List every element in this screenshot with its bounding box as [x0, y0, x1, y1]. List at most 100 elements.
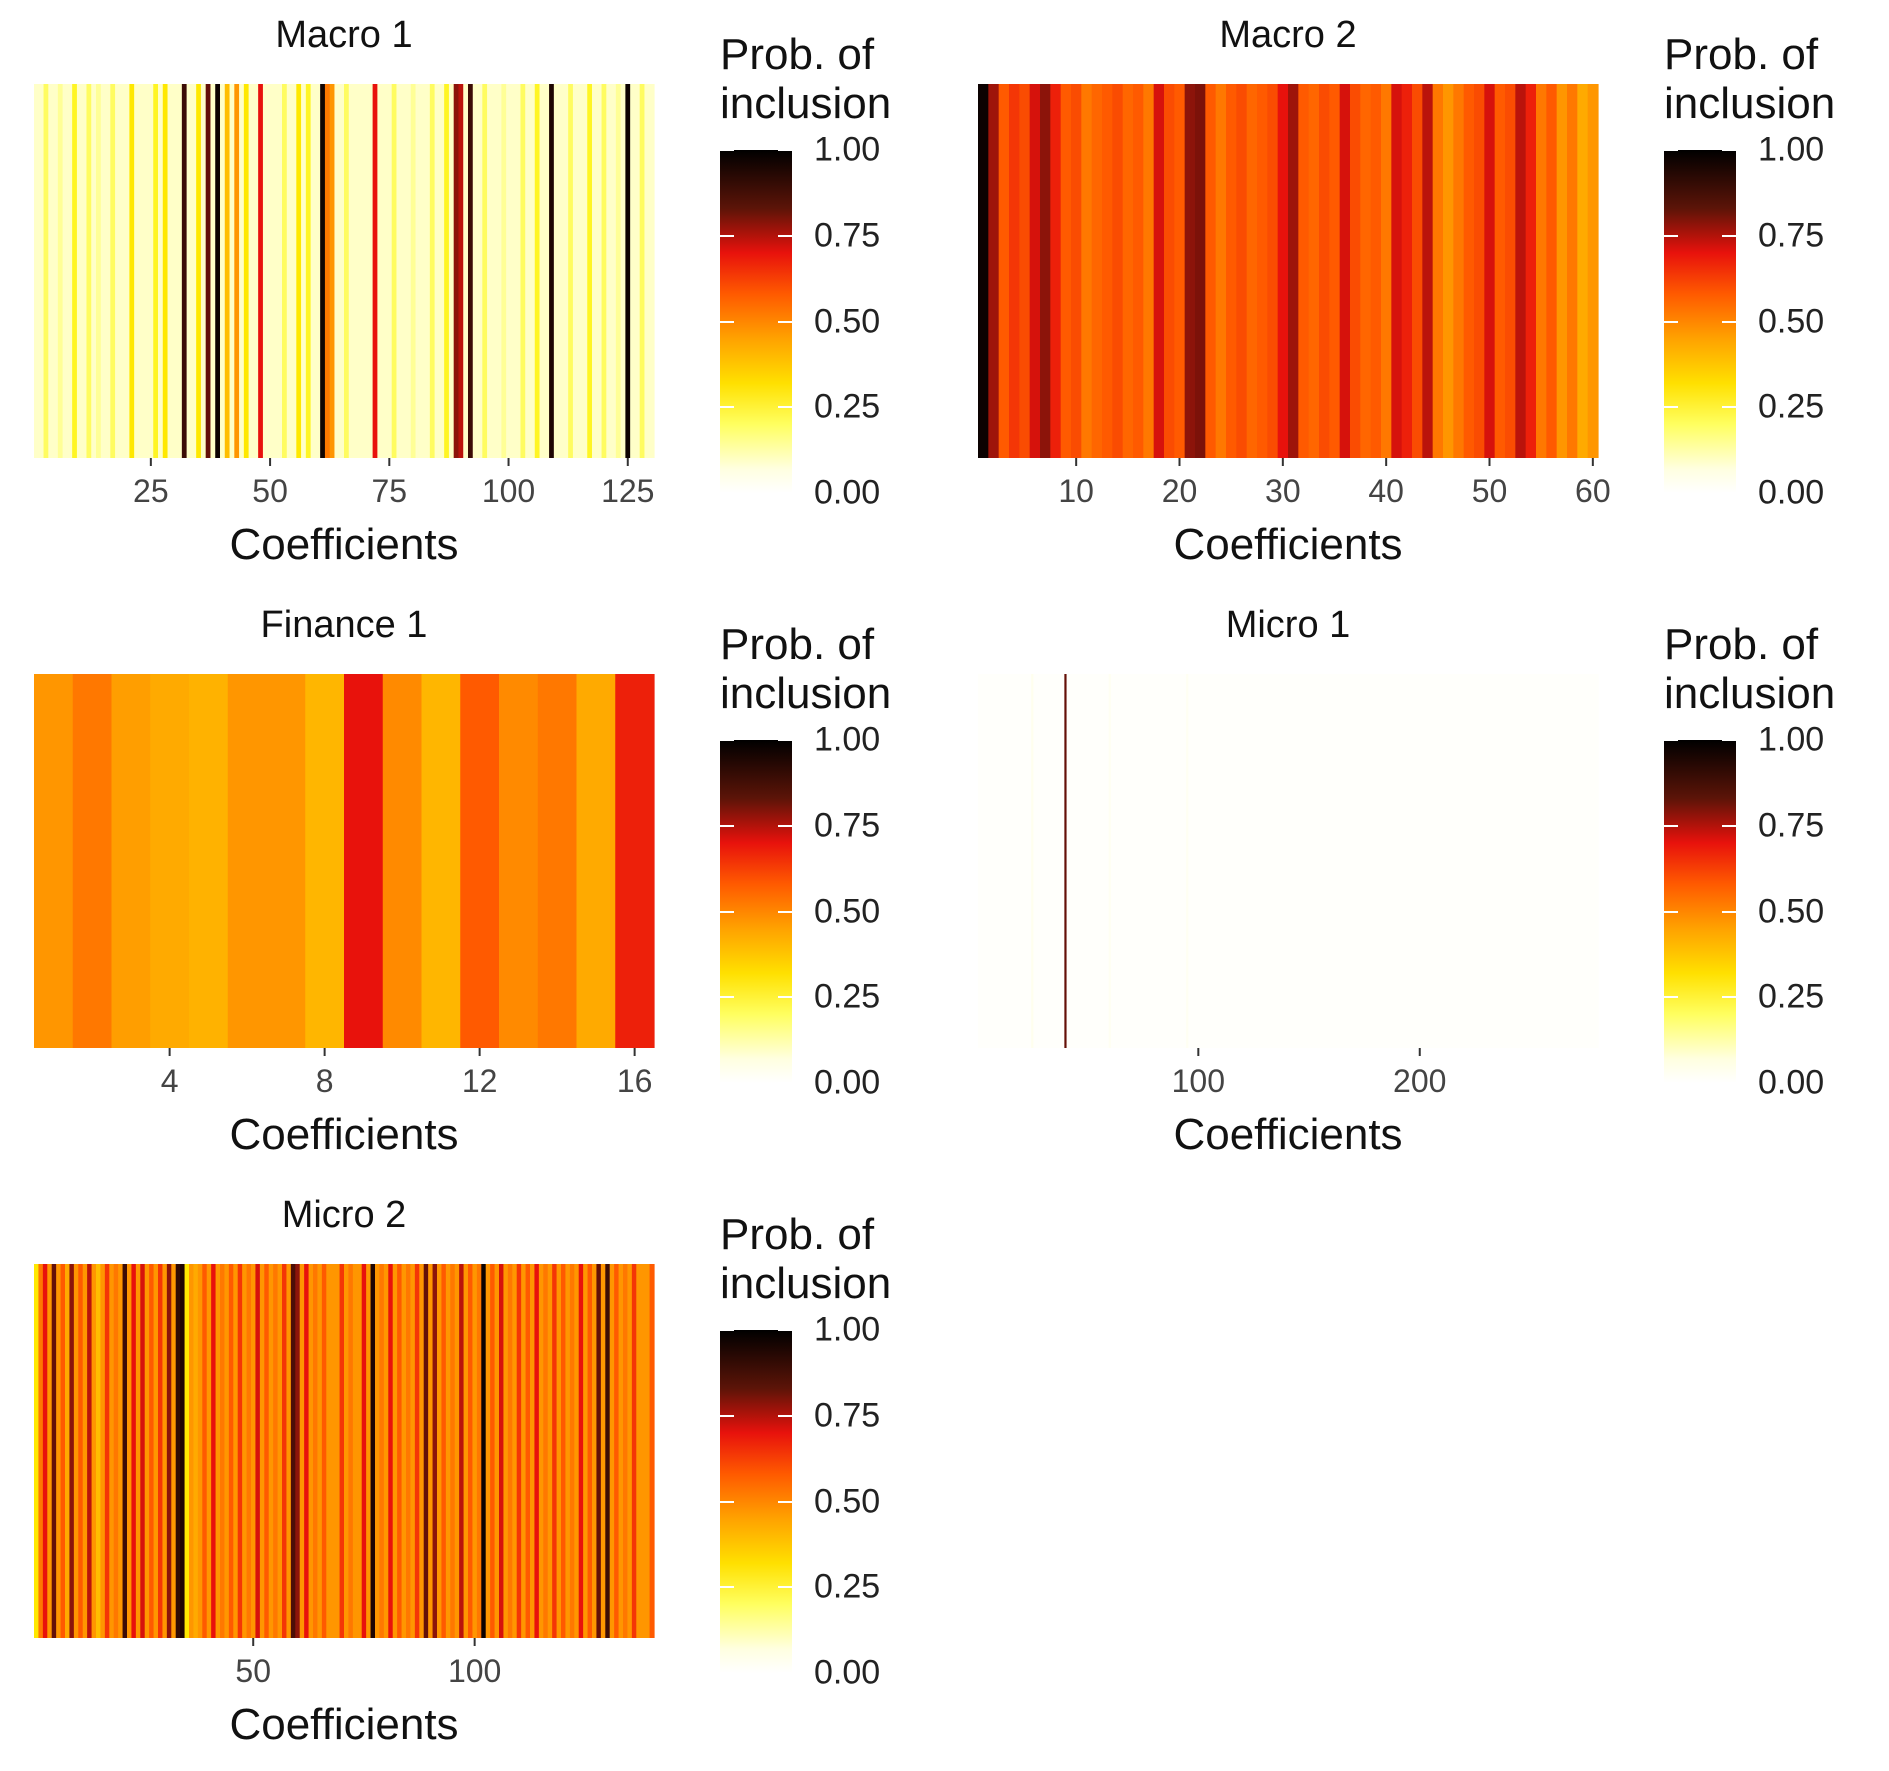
heatmap-tile — [1259, 674, 1263, 1048]
heatmap-tile — [1540, 674, 1544, 1048]
heatmap-tile — [150, 674, 190, 1048]
heatmap-tile — [158, 84, 164, 458]
heatmap-tile — [1026, 674, 1030, 1048]
legend-tick — [1664, 910, 1678, 913]
heatmap-tile — [631, 1264, 637, 1638]
heatmap-tile — [1338, 674, 1342, 1048]
heatmap-tile — [1020, 674, 1023, 1048]
legend: Prob. of inclusion 1.00 0.75 0.50 0.25 0.00 — [1664, 620, 1884, 1140]
heatmap-tile — [1155, 674, 1158, 1048]
heatmap-tile — [277, 84, 283, 458]
legend-break-label: 1.00 — [1758, 130, 1825, 169]
heatmap-tile — [1084, 674, 1088, 1048]
legend-tick — [720, 1586, 734, 1589]
legend-title: Prob. of inclusion — [720, 1210, 891, 1308]
heatmap-tile — [253, 84, 259, 458]
heatmap-tile — [1391, 84, 1403, 458]
heatmap-tile — [453, 84, 460, 458]
heatmap-tile — [572, 84, 579, 458]
heatmap-tile — [1000, 674, 1003, 1048]
heatmap-tile — [1544, 674, 1548, 1048]
heatmap-tile — [1102, 84, 1113, 458]
heatmap-tile — [1143, 84, 1155, 458]
heatmap-tile — [1214, 674, 1218, 1048]
heatmap-tile — [220, 84, 226, 458]
heatmap-tile — [143, 84, 150, 458]
heatmap-tile — [1009, 84, 1020, 458]
legend-tick — [778, 910, 792, 913]
legend-tick — [1664, 320, 1678, 323]
heatmap-tile — [1062, 674, 1065, 1048]
heatmap-tile — [1412, 674, 1415, 1048]
heatmap-tile — [1110, 674, 1114, 1048]
heatmap-tile — [113, 1264, 119, 1638]
heatmap-tile — [1206, 674, 1209, 1048]
heatmap-tile — [352, 1264, 358, 1638]
heatmap-tile — [491, 84, 498, 458]
heatmap-micro2: 50 100 — [34, 1264, 655, 1689]
heatmap-tile — [986, 674, 990, 1048]
heatmap-tile — [34, 1264, 40, 1638]
heatmap-tile — [553, 84, 560, 458]
heatmap-tile — [282, 84, 288, 458]
legend: Prob. of inclusion 1.00 0.75 0.50 0.25 0.00 — [720, 30, 940, 550]
heatmap-tile — [1028, 674, 1032, 1048]
heatmap-tile — [234, 84, 240, 458]
heatmap-tile — [1245, 674, 1249, 1048]
heatmap-tile — [499, 1264, 505, 1638]
heatmap-tile — [1004, 674, 1008, 1048]
heatmap-tile — [60, 1264, 66, 1638]
legend-tick — [1664, 234, 1678, 237]
heatmap-tile — [525, 1264, 531, 1638]
heatmap-tile — [129, 84, 135, 458]
heatmap-tiles — [34, 1264, 655, 1638]
legend-title-line1: Prob. of — [1664, 620, 1819, 669]
legend-tick — [1664, 149, 1678, 151]
panel-title: Micro 1 — [1225, 604, 1351, 646]
heatmap-tile — [272, 84, 278, 458]
legend-break-label: 0.25 — [814, 387, 881, 426]
heatmap-tiles — [978, 674, 1599, 1048]
heatmap-tile — [1228, 674, 1232, 1048]
heatmap-tile — [189, 1264, 195, 1638]
heatmap-tile — [1536, 674, 1539, 1048]
legend-break-label: 0.50 — [814, 892, 881, 930]
legend-tick — [1664, 1082, 1678, 1084]
heatmap-tile — [537, 674, 578, 1048]
heatmap-tile — [1048, 674, 1052, 1048]
legend-tick — [720, 824, 734, 827]
panel-finance1: Finance 1 4 8 12 16 Coefficients Prob. of i… — [0, 590, 944, 1180]
heatmap-tile — [1232, 674, 1236, 1048]
heatmap-tile — [370, 1264, 376, 1638]
heatmap-tile — [1077, 674, 1081, 1048]
heatmap-tile — [38, 84, 45, 458]
heatmap-tile — [434, 84, 440, 458]
heatmap-tile — [1558, 674, 1561, 1048]
legend-tick — [720, 406, 734, 409]
heatmap-tile — [1099, 674, 1103, 1048]
heatmap-tile — [1243, 674, 1247, 1048]
heatmap-tile — [1303, 674, 1307, 1048]
heatmap-tile — [565, 1264, 571, 1638]
heatmap-tile — [375, 1264, 381, 1638]
heatmap-tile — [1546, 84, 1558, 458]
heatmap-tile — [162, 1264, 168, 1638]
legend-break-label: 0.25 — [1758, 977, 1825, 1016]
heatmap-tile — [420, 84, 426, 458]
heatmap-tile — [69, 1264, 75, 1638]
heatmap-tile — [324, 84, 331, 458]
legend-break-label: 0.25 — [814, 1567, 881, 1606]
heatmap-tile — [53, 84, 59, 458]
legend-break-label: 0.00 — [814, 1063, 881, 1102]
heatmap-tile — [1051, 674, 1054, 1048]
legend-tick — [1722, 824, 1736, 827]
heatmap-tile — [645, 1264, 651, 1638]
x-tick-label: 100 — [1172, 1063, 1225, 1099]
x-axis-title: Coefficients — [1173, 1110, 1403, 1159]
heatmap-tile — [1336, 674, 1340, 1048]
heatmap-tile — [258, 84, 264, 458]
heatmap-tile — [1352, 674, 1356, 1048]
legend-tick — [1664, 996, 1678, 999]
heatmap-tile — [618, 1264, 624, 1638]
heatmap-tile — [1431, 674, 1435, 1048]
